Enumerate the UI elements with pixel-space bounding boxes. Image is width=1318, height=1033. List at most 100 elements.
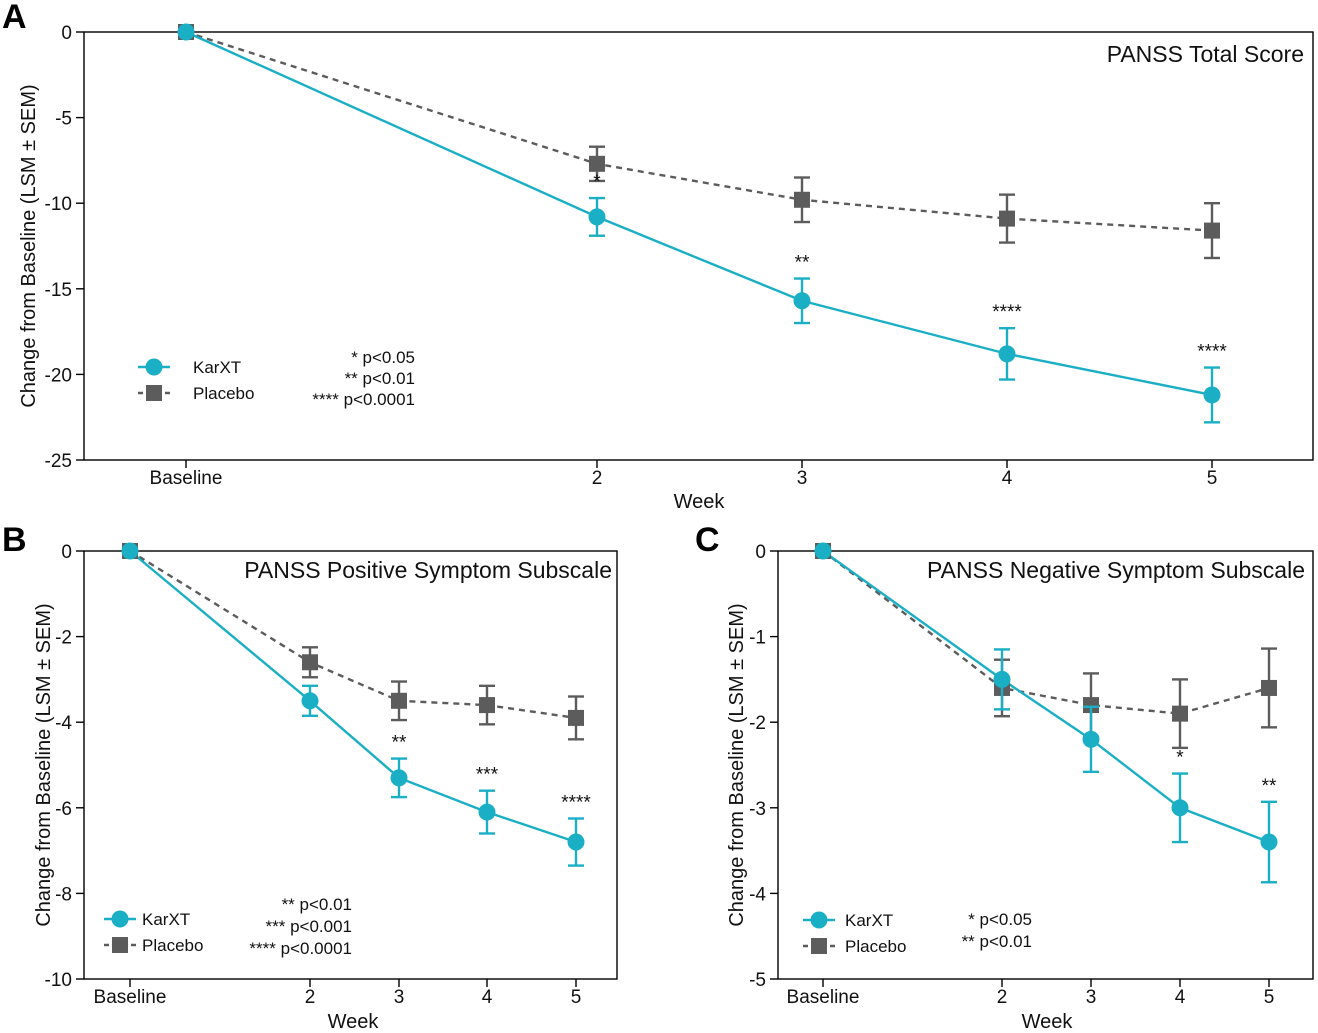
y-axis-title: Change from Baseline (LSM ± SEM) <box>18 84 40 407</box>
data-point-karxt <box>993 670 1011 688</box>
legend-label-karxt: KarXT <box>845 911 893 930</box>
data-point-placebo <box>302 654 318 671</box>
panel-letter: C <box>695 521 720 559</box>
y-tick-label: -2 <box>55 628 72 649</box>
y-tick-label: 0 <box>61 23 72 44</box>
x-tick-label: 4 <box>1002 468 1013 489</box>
x-tick-label: Baseline <box>94 987 167 1008</box>
x-axis-title: Week <box>328 1011 380 1033</box>
data-point-karxt <box>793 292 811 310</box>
data-point-karxt <box>567 833 585 851</box>
x-tick-label: 2 <box>592 468 603 489</box>
data-point-karxt <box>1203 386 1221 404</box>
y-tick-label: -6 <box>55 799 72 820</box>
data-point-placebo <box>391 692 407 709</box>
x-tick-label: Baseline <box>150 468 223 489</box>
y-tick-label: -15 <box>45 280 72 301</box>
y-tick-label: -5 <box>55 109 72 130</box>
data-point-karxt <box>1260 833 1278 851</box>
chart-title: PANSS Total Score <box>1107 41 1304 67</box>
significance-stars: *** <box>476 765 499 786</box>
significance-legend-item: * p<0.05 <box>968 910 1032 929</box>
x-tick-label: 4 <box>482 987 493 1008</box>
series-line-karxt <box>129 550 577 844</box>
legend-marker-placebo <box>146 385 162 401</box>
chart-title: PANSS Positive Symptom Subscale <box>244 557 612 583</box>
data-point-karxt <box>177 23 195 41</box>
y-tick-label: -5 <box>749 970 766 991</box>
y-tick-label: -2 <box>749 713 766 734</box>
legend-label-placebo: Placebo <box>142 936 203 955</box>
significance-stars: **** <box>992 302 1022 323</box>
legend-label-placebo: Placebo <box>845 937 906 956</box>
legend-marker-placebo <box>112 937 128 953</box>
plot-frame <box>83 31 1314 461</box>
y-tick-label: -8 <box>55 884 72 905</box>
y-tick-label: -10 <box>45 970 72 991</box>
x-tick-label: 3 <box>1086 987 1097 1008</box>
significance-legend-item: ** p<0.01 <box>962 932 1032 951</box>
significance-legend-item: **** p<0.0001 <box>312 390 415 409</box>
significance-stars: **** <box>1197 342 1227 363</box>
significance-stars: ** <box>392 733 407 754</box>
data-point-karxt <box>478 803 496 821</box>
plot-frame <box>777 550 1314 980</box>
data-point-karxt <box>588 208 606 226</box>
y-tick-label: 0 <box>755 542 766 563</box>
data-point-karxt <box>814 542 832 560</box>
significance-stars: ** <box>795 253 810 274</box>
significance-legend-item: ** p<0.01 <box>345 369 415 388</box>
y-tick-label: -10 <box>45 194 72 215</box>
series-line-placebo <box>185 30 1213 232</box>
x-tick-label: 2 <box>305 987 316 1008</box>
significance-stars: **** <box>561 793 591 814</box>
plot-frame <box>83 550 618 980</box>
data-point-karxt <box>998 345 1016 363</box>
data-point-placebo <box>794 191 810 208</box>
data-point-placebo <box>568 709 584 726</box>
x-tick-label: Baseline <box>787 987 860 1008</box>
legend-marker-karxt <box>810 911 828 929</box>
significance-legend-item: *** p<0.001 <box>266 917 353 936</box>
y-tick-label: 0 <box>61 542 72 563</box>
y-tick-label: -4 <box>55 713 72 734</box>
data-point-karxt <box>1171 799 1189 817</box>
data-point-placebo <box>479 697 495 714</box>
significance-legend-item: **** p<0.0001 <box>249 939 352 958</box>
data-point-karxt <box>1082 730 1100 748</box>
significance-legend-item: ** p<0.01 <box>282 895 352 914</box>
data-point-karxt <box>390 769 408 787</box>
y-tick-label: -1 <box>749 628 766 649</box>
y-axis-title: Change from Baseline (LSM ± SEM) <box>33 603 55 926</box>
data-point-placebo <box>589 155 605 172</box>
y-tick-label: -4 <box>749 884 766 905</box>
panel-letter: B <box>2 521 27 559</box>
legend-marker-karxt <box>111 910 129 928</box>
panel-letter: A <box>2 0 27 36</box>
legend-label-karxt: KarXT <box>193 358 241 377</box>
y-tick-label: -25 <box>45 451 72 472</box>
panel-b: B 0 -2 -4 -6 -8 -10 Baseline 2 3 4 5 Week Change from… <box>2 521 618 1033</box>
x-tick-label: 5 <box>571 987 582 1008</box>
legend-marker-placebo <box>811 938 827 954</box>
data-point-karxt <box>121 542 139 560</box>
legend-label-karxt: KarXT <box>142 910 190 929</box>
series-line-karxt <box>822 550 1270 844</box>
significance-stars: ** <box>1262 776 1277 797</box>
y-tick-label: -3 <box>749 799 766 820</box>
data-point-placebo <box>1261 679 1277 696</box>
x-tick-label: 3 <box>394 987 405 1008</box>
significance-legend-item: * p<0.05 <box>351 348 415 367</box>
panel-a: A 0 -5 -10 -15 -20 -25 Baseline 2 3 4 5 Week Change f… <box>2 0 1314 513</box>
x-axis-title: Week <box>674 491 726 513</box>
y-axis-title: Change from Baseline (LSM ± SEM) <box>726 603 748 926</box>
legend-label-placebo: Placebo <box>193 384 254 403</box>
legend-marker-karxt <box>145 358 163 376</box>
significance-stars: * <box>593 172 601 193</box>
x-tick-label: 5 <box>1264 987 1275 1008</box>
significance-stars: * <box>1176 748 1184 769</box>
data-point-placebo <box>1172 705 1188 722</box>
data-point-placebo <box>1083 697 1099 714</box>
series-line-karxt <box>185 30 1213 397</box>
